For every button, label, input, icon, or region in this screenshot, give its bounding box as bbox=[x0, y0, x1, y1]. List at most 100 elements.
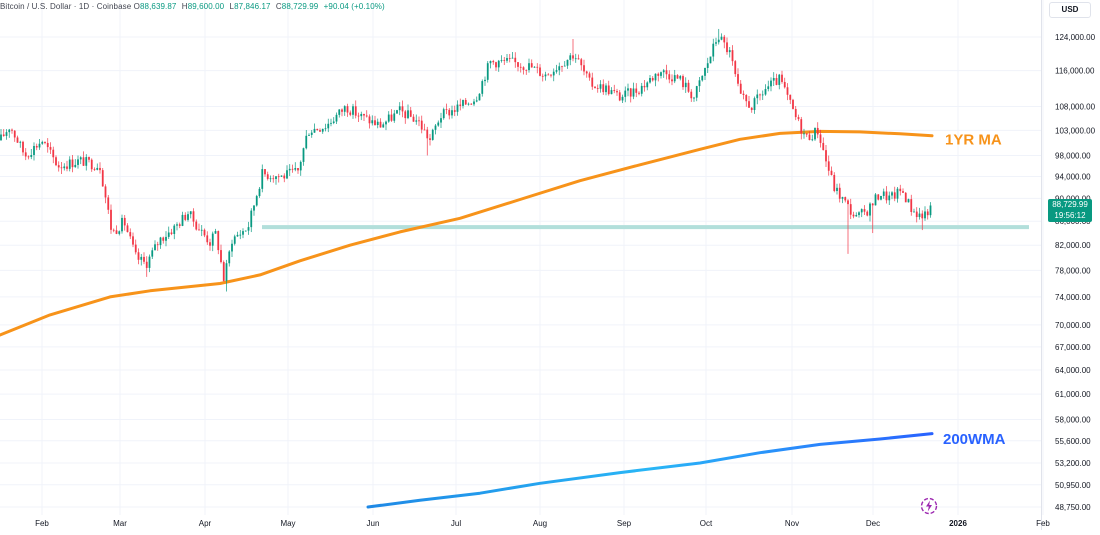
candle[interactable] bbox=[118, 230, 121, 236]
candle[interactable] bbox=[728, 46, 731, 58]
candle[interactable] bbox=[885, 186, 888, 204]
candle[interactable] bbox=[74, 159, 77, 168]
candle[interactable] bbox=[759, 93, 761, 101]
candle[interactable] bbox=[838, 183, 841, 203]
candle[interactable] bbox=[489, 60, 492, 69]
candle[interactable] bbox=[638, 91, 640, 96]
candle[interactable] bbox=[426, 126, 429, 156]
candle[interactable] bbox=[668, 70, 671, 84]
candle[interactable] bbox=[451, 105, 453, 119]
candle[interactable] bbox=[649, 75, 651, 84]
candle[interactable] bbox=[847, 199, 849, 254]
candle[interactable] bbox=[629, 87, 632, 103]
candle[interactable] bbox=[38, 139, 41, 150]
candle[interactable] bbox=[632, 82, 635, 100]
candle[interactable] bbox=[522, 66, 525, 75]
candle[interactable] bbox=[288, 164, 291, 176]
candle[interactable] bbox=[541, 73, 544, 82]
candle[interactable] bbox=[49, 142, 52, 154]
candle[interactable] bbox=[803, 128, 805, 139]
candle[interactable] bbox=[627, 83, 629, 97]
candle[interactable] bbox=[495, 61, 497, 71]
candle[interactable] bbox=[767, 80, 770, 92]
candle[interactable] bbox=[341, 108, 343, 117]
candle[interactable] bbox=[902, 188, 904, 193]
candle[interactable] bbox=[77, 155, 79, 169]
candle[interactable] bbox=[869, 202, 871, 222]
candle[interactable] bbox=[797, 114, 800, 122]
candle[interactable] bbox=[530, 59, 533, 68]
candle[interactable] bbox=[789, 94, 792, 105]
candle[interactable] bbox=[176, 222, 178, 231]
candle[interactable] bbox=[415, 114, 418, 125]
candle[interactable] bbox=[635, 83, 638, 98]
candle[interactable] bbox=[57, 161, 60, 172]
candle[interactable] bbox=[99, 162, 101, 174]
candle[interactable] bbox=[66, 160, 68, 172]
candle[interactable] bbox=[233, 234, 236, 246]
candle[interactable] bbox=[30, 149, 33, 160]
candle[interactable] bbox=[836, 183, 838, 195]
candle[interactable] bbox=[283, 173, 286, 183]
candle[interactable] bbox=[566, 59, 569, 69]
candle[interactable] bbox=[332, 117, 335, 125]
candle[interactable] bbox=[19, 140, 22, 148]
candle[interactable] bbox=[338, 109, 341, 118]
candle[interactable] bbox=[673, 69, 676, 84]
candle[interactable] bbox=[167, 226, 170, 239]
candle[interactable] bbox=[786, 83, 789, 101]
candle[interactable] bbox=[200, 225, 203, 237]
candle[interactable] bbox=[657, 72, 660, 82]
candle[interactable] bbox=[739, 80, 742, 94]
candle[interactable] bbox=[258, 187, 261, 198]
candle[interactable] bbox=[475, 96, 478, 103]
candle[interactable] bbox=[904, 192, 907, 203]
candle[interactable] bbox=[434, 124, 437, 135]
candle[interactable] bbox=[863, 205, 866, 215]
candle[interactable] bbox=[726, 37, 728, 55]
candle[interactable] bbox=[35, 143, 38, 151]
replay-icon[interactable] bbox=[920, 497, 938, 515]
candle[interactable] bbox=[250, 208, 253, 233]
candle[interactable] bbox=[79, 156, 82, 165]
candle[interactable] bbox=[387, 111, 390, 123]
candle[interactable] bbox=[115, 225, 118, 235]
candle[interactable] bbox=[462, 99, 464, 109]
candle[interactable] bbox=[162, 236, 165, 244]
candle[interactable] bbox=[481, 79, 484, 97]
candle[interactable] bbox=[319, 128, 321, 133]
candle[interactable] bbox=[231, 239, 233, 258]
candle[interactable] bbox=[140, 253, 143, 266]
candle[interactable] bbox=[305, 130, 308, 150]
candle[interactable] bbox=[324, 123, 327, 132]
candle[interactable] bbox=[660, 71, 662, 79]
candle[interactable] bbox=[618, 89, 621, 102]
candle[interactable] bbox=[706, 57, 709, 74]
candle[interactable] bbox=[860, 208, 863, 218]
candle[interactable] bbox=[297, 167, 299, 174]
candle[interactable] bbox=[211, 231, 214, 252]
candle[interactable] bbox=[198, 223, 200, 231]
candle[interactable] bbox=[536, 63, 539, 74]
candle[interactable] bbox=[385, 120, 387, 131]
candle[interactable] bbox=[574, 53, 577, 63]
candle[interactable] bbox=[398, 102, 401, 116]
candle[interactable] bbox=[610, 87, 613, 95]
candle[interactable] bbox=[825, 145, 827, 168]
candle[interactable] bbox=[349, 110, 352, 117]
candle[interactable] bbox=[255, 194, 258, 207]
candle[interactable] bbox=[662, 68, 665, 78]
candle[interactable] bbox=[371, 115, 374, 126]
candle[interactable] bbox=[643, 79, 646, 92]
candle[interactable] bbox=[572, 39, 574, 62]
candle[interactable] bbox=[393, 109, 396, 123]
candle[interactable] bbox=[561, 65, 563, 72]
candle[interactable] bbox=[594, 86, 596, 89]
candle[interactable] bbox=[734, 60, 737, 77]
candle[interactable] bbox=[401, 100, 404, 118]
candle[interactable] bbox=[690, 89, 693, 102]
candle[interactable] bbox=[583, 59, 585, 76]
candle[interactable] bbox=[695, 85, 698, 102]
candle[interactable] bbox=[852, 211, 855, 219]
candle[interactable] bbox=[5, 129, 8, 140]
